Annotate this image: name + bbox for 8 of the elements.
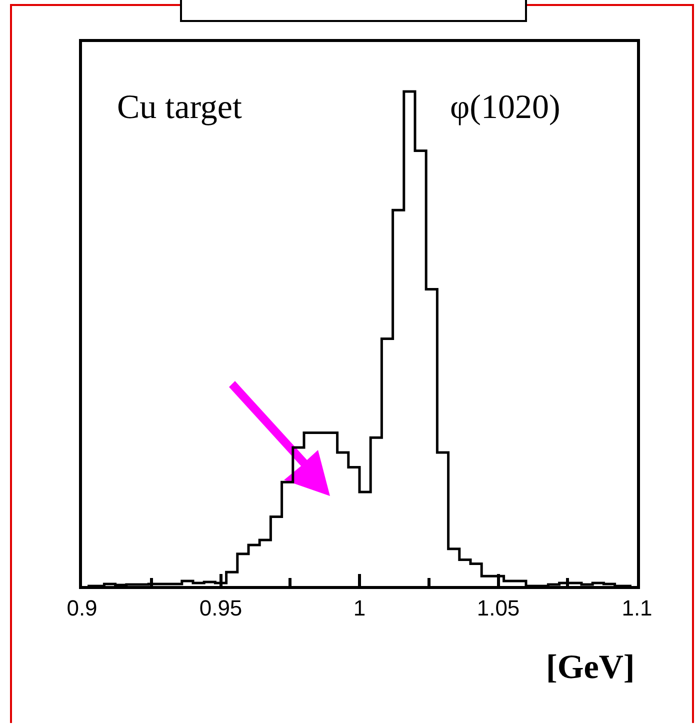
x-tick-label: 0.95 [199, 595, 242, 620]
x-tick-label: 1.1 [622, 595, 652, 620]
x-tick-label: 0.9 [66, 595, 98, 620]
x-tick-label: 1.05 [476, 595, 520, 620]
x-tick-label: 1 [353, 595, 366, 620]
annotation: Cu target [117, 89, 243, 126]
annotation: φ(1020) [450, 89, 560, 126]
x-axis-title: [GeV] [546, 649, 635, 686]
